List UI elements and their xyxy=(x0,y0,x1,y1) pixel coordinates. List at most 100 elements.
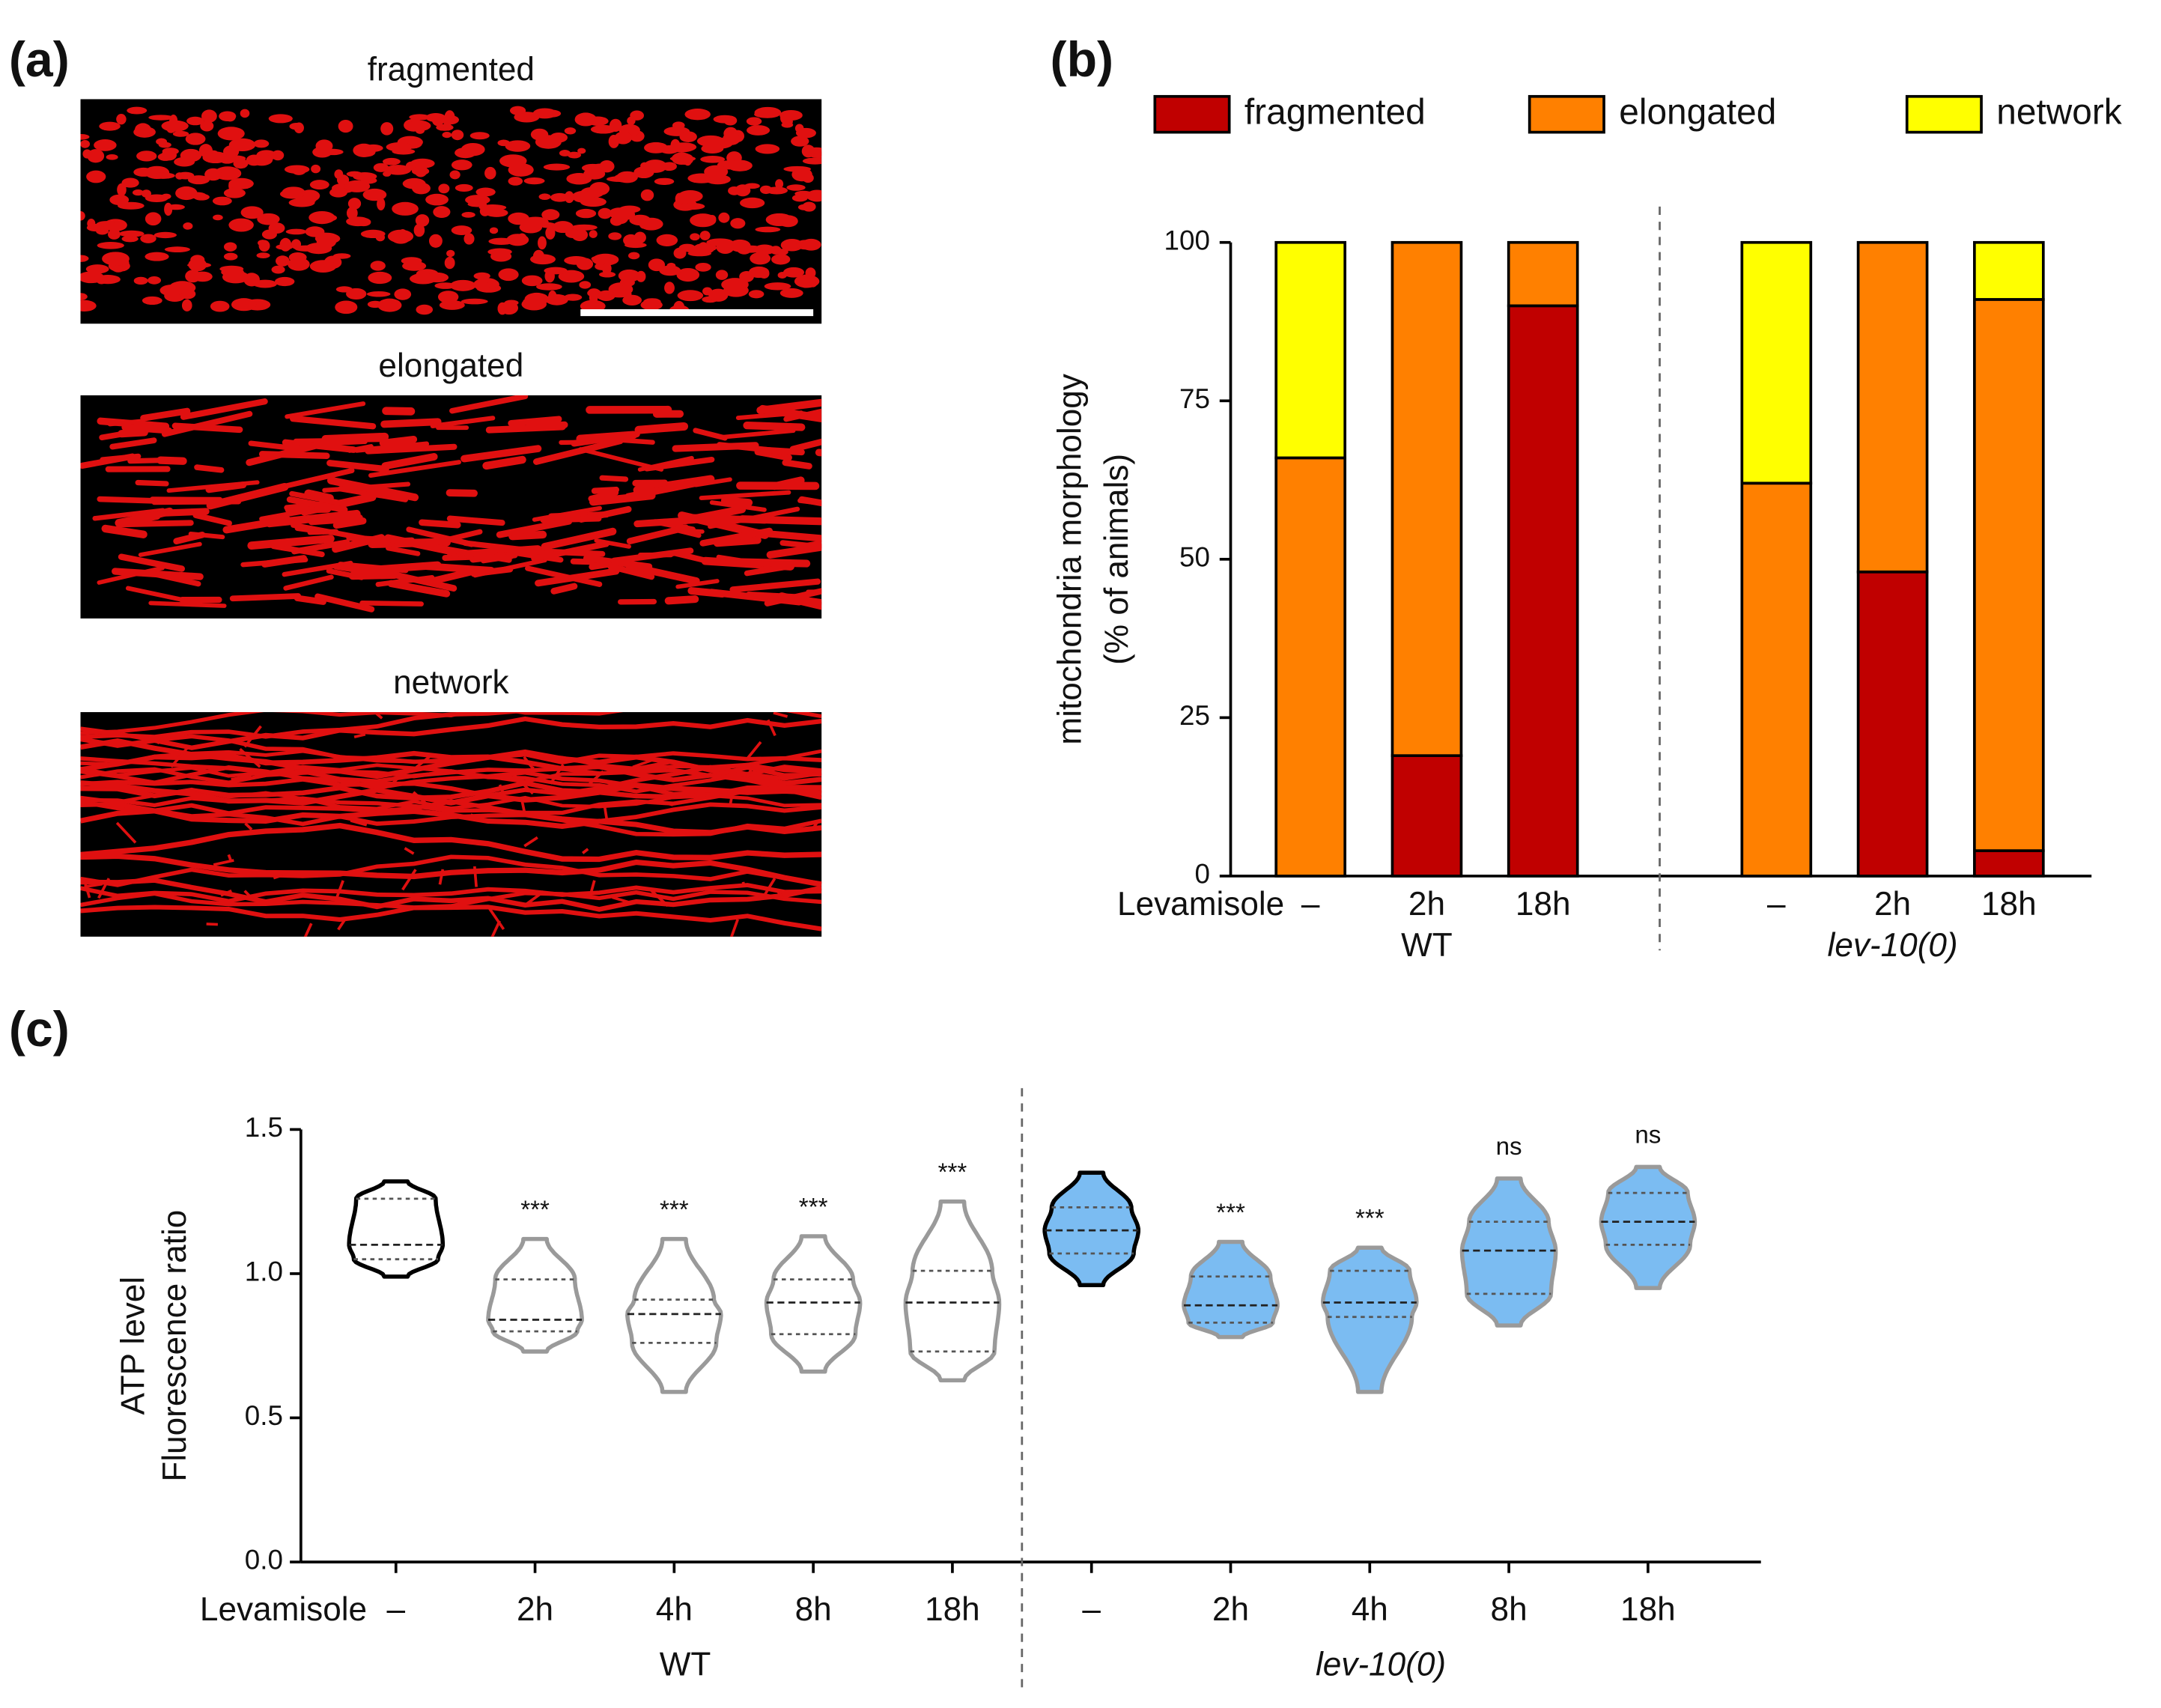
tubule xyxy=(92,508,165,521)
tubule xyxy=(180,398,268,420)
fragment xyxy=(315,139,333,153)
branch xyxy=(244,822,253,831)
image-title: network xyxy=(393,664,509,701)
fragment xyxy=(360,229,386,239)
violin-body xyxy=(1599,1164,1698,1290)
group-label: lev-10(0) xyxy=(1828,927,1958,964)
tubule xyxy=(379,436,418,447)
tubule xyxy=(161,410,253,437)
significance: *** xyxy=(520,1197,550,1224)
fragment xyxy=(437,291,459,303)
bar-segment xyxy=(1973,298,2045,852)
fragment xyxy=(129,231,144,237)
legend-swatch xyxy=(1528,94,1605,134)
fragment xyxy=(159,285,183,297)
fragment xyxy=(431,115,445,127)
fragment xyxy=(288,198,315,207)
tubule xyxy=(359,600,424,607)
fragment xyxy=(118,201,145,210)
branch xyxy=(741,881,746,887)
fragment xyxy=(80,134,90,140)
y-tick-label: 0.5 xyxy=(245,1400,283,1431)
fragment xyxy=(764,282,791,291)
fragment xyxy=(136,151,157,162)
tubule xyxy=(735,410,803,420)
fragment xyxy=(145,212,162,226)
fragment xyxy=(80,210,85,221)
x-axis-label: Levamisole xyxy=(1117,886,1284,923)
fragment xyxy=(541,209,560,221)
fragment xyxy=(185,133,206,145)
violin-body xyxy=(903,1199,1002,1383)
violin-body xyxy=(1459,1176,1558,1328)
texture xyxy=(80,712,822,937)
fragment xyxy=(640,300,663,311)
tubule xyxy=(146,570,201,587)
fragment xyxy=(161,193,171,200)
fragment xyxy=(117,183,127,197)
tubule xyxy=(744,563,794,577)
violin-body xyxy=(1320,1245,1419,1394)
fragment xyxy=(567,151,582,159)
fragment xyxy=(667,143,695,153)
fragment xyxy=(373,162,389,172)
fragment xyxy=(416,304,434,315)
fragment xyxy=(157,153,174,161)
x-tick-label: – xyxy=(1301,886,1320,923)
fragment xyxy=(782,267,805,278)
fragment xyxy=(723,115,738,126)
tubule xyxy=(135,479,169,487)
fragment xyxy=(132,189,144,196)
fragment xyxy=(718,212,730,223)
fragment xyxy=(213,214,223,221)
fragment xyxy=(384,165,412,175)
fragment xyxy=(805,267,816,279)
fragment xyxy=(521,298,547,311)
fragment xyxy=(530,128,549,141)
y-tick-label: 75 xyxy=(1179,383,1210,414)
branch xyxy=(729,794,734,805)
fragment xyxy=(683,155,692,166)
tubule xyxy=(278,467,355,490)
tubule xyxy=(449,395,529,414)
fragment xyxy=(747,125,771,136)
fragment xyxy=(519,221,543,234)
fragment xyxy=(288,258,310,271)
fragment xyxy=(217,127,245,141)
branch xyxy=(657,800,674,806)
fragment xyxy=(654,177,675,186)
fragment xyxy=(608,207,630,219)
tubule xyxy=(421,529,483,548)
fragment xyxy=(201,109,217,123)
fragment xyxy=(258,240,270,252)
fragment xyxy=(759,185,773,195)
fragment xyxy=(485,282,499,289)
bar-segment xyxy=(1740,240,1813,485)
fragment xyxy=(382,157,401,165)
fragment xyxy=(715,270,729,280)
fragment xyxy=(428,234,443,248)
branch xyxy=(401,869,417,891)
x-tick-label: 18h xyxy=(1620,1591,1676,1628)
tubule xyxy=(482,455,526,470)
tubule xyxy=(109,437,157,450)
fragment xyxy=(704,165,729,179)
fragment xyxy=(708,288,729,302)
branch xyxy=(412,791,428,806)
tubule xyxy=(430,416,496,429)
tubule xyxy=(148,601,227,608)
fragment xyxy=(739,271,754,282)
branch xyxy=(773,712,788,718)
branch xyxy=(549,764,565,785)
branch xyxy=(227,854,233,862)
branch xyxy=(490,920,501,937)
tubule xyxy=(192,512,232,526)
fragment xyxy=(425,272,449,283)
tubule xyxy=(365,443,458,455)
tubule xyxy=(815,449,822,457)
fragment xyxy=(99,121,121,131)
fragment xyxy=(402,177,426,189)
branch xyxy=(372,712,383,720)
fragment xyxy=(398,228,407,240)
network-strand xyxy=(80,787,822,811)
